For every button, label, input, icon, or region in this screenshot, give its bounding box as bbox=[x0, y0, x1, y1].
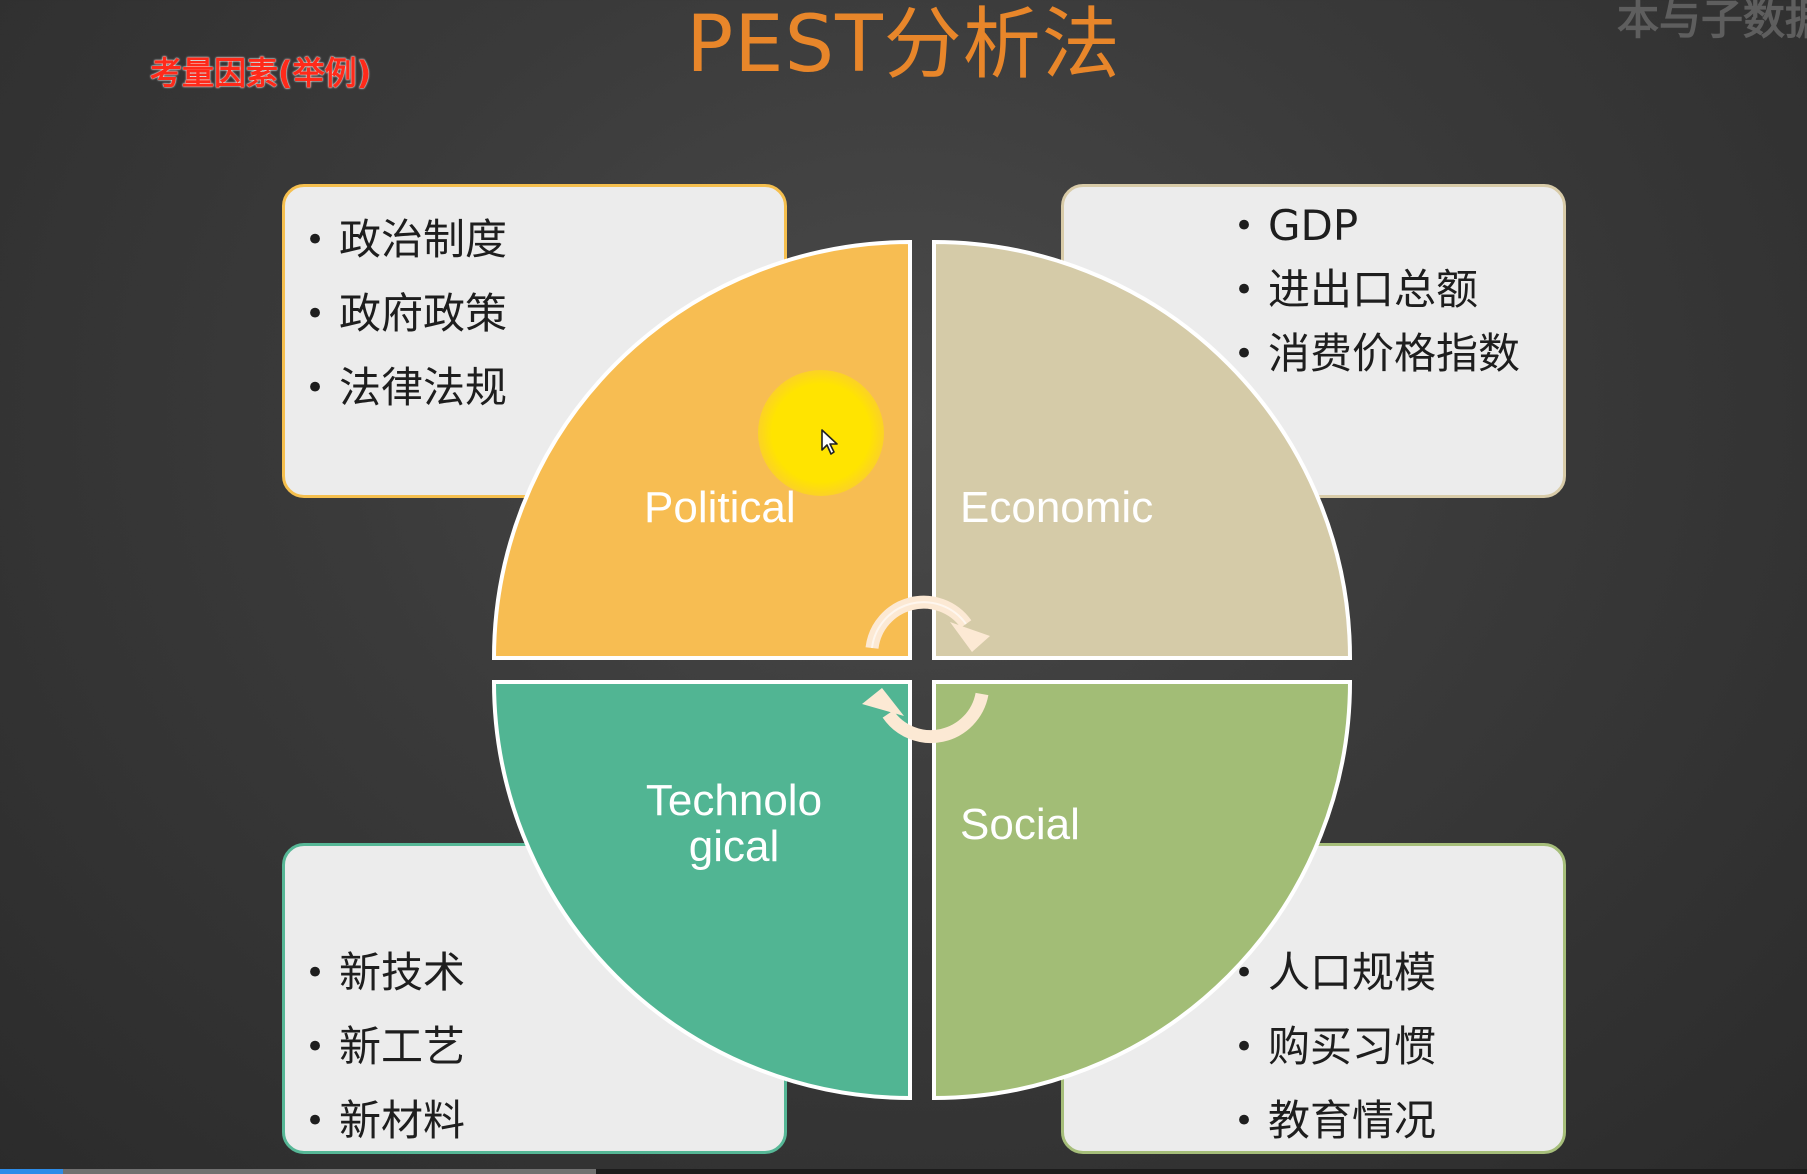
list-item: 政治制度 bbox=[305, 219, 507, 262]
mouse-pointer-icon bbox=[821, 429, 838, 455]
video-played-bar bbox=[0, 1169, 64, 1174]
cursor-highlight bbox=[758, 370, 884, 496]
political-factors-list: 政治制度 政府政策 法律法规 bbox=[305, 219, 507, 441]
label-social: Social bbox=[960, 800, 1080, 849]
list-item: 购买习惯 bbox=[1234, 1026, 1436, 1069]
video-buffered-bar bbox=[0, 1169, 597, 1174]
quadrant-technological bbox=[491, 680, 912, 1101]
list-item: 消费价格指数 bbox=[1234, 333, 1520, 376]
label-technological: Technological bbox=[645, 776, 823, 872]
quadrant-social bbox=[932, 680, 1353, 1101]
quadrant-economic bbox=[932, 239, 1353, 660]
quadrant-political bbox=[491, 239, 912, 660]
label-political: Political bbox=[644, 483, 796, 532]
slide-subtitle: 考量因素(举例) bbox=[150, 54, 372, 92]
list-item: 教育情况 bbox=[1234, 1100, 1436, 1143]
social-factors-list: 人口规模 购买习惯 教育情况 bbox=[1234, 952, 1436, 1174]
watermark: 本与子数据 bbox=[1616, 0, 1807, 44]
economic-factors-list: GDP 进出口总额 消费价格指数 bbox=[1234, 205, 1520, 397]
list-item: 新工艺 bbox=[305, 1026, 465, 1069]
list-item: 法律法规 bbox=[305, 367, 507, 410]
technological-factors-list: 新技术 新工艺 新材料 bbox=[305, 952, 465, 1174]
label-economic: Economic bbox=[960, 483, 1154, 532]
list-item: 政府政策 bbox=[305, 293, 507, 336]
slide-title: PEST分析法 bbox=[686, 0, 1121, 90]
cycle-arrows-icon bbox=[862, 595, 990, 744]
video-progress-bar[interactable] bbox=[0, 1169, 1807, 1174]
list-item: 新材料 bbox=[305, 1100, 465, 1143]
list-item: 进出口总额 bbox=[1234, 269, 1520, 312]
list-item: GDP bbox=[1234, 205, 1520, 248]
list-item: 新技术 bbox=[305, 952, 465, 995]
